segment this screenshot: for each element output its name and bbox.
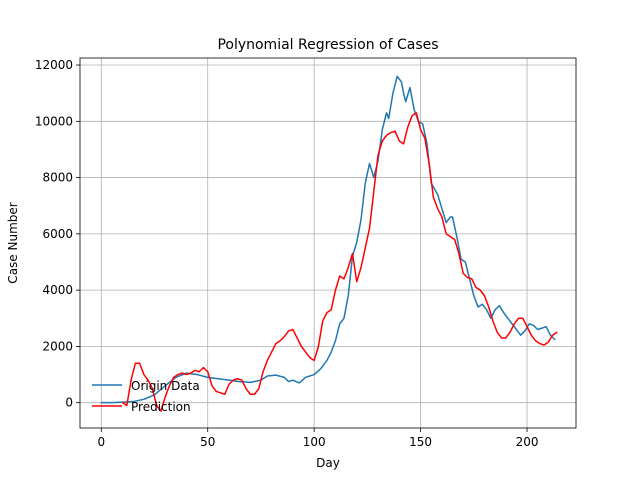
series-layer (100, 75, 558, 412)
y-tick-label: 8000 (42, 171, 73, 185)
y-axis-label: Case Number (6, 202, 20, 283)
y-tick-label: 6000 (42, 227, 73, 241)
legend: Origin Data Prediction (92, 379, 200, 414)
chart-title: Polynomial Regression of Cases (217, 37, 438, 53)
y-tick-label: 0 (65, 396, 73, 410)
series-line-prediction (121, 112, 558, 412)
y-tick-label: 4000 (42, 283, 73, 297)
y-tick-label: 2000 (42, 339, 73, 353)
x-axis-label: Day (316, 456, 340, 470)
legend-label: Prediction (131, 400, 191, 414)
y-tick-label: 10000 (35, 114, 73, 128)
x-tick-label: 200 (516, 435, 539, 449)
y-tick-label: 12000 (35, 58, 73, 72)
plot-area (80, 58, 576, 428)
x-tick-label: 0 (97, 435, 105, 449)
x-tick-label: 100 (303, 435, 326, 449)
grid (80, 58, 576, 428)
x-tick-label: 150 (409, 435, 432, 449)
legend-label: Origin Data (131, 379, 200, 393)
plot-frame (79, 57, 577, 429)
x-tick-label: 50 (200, 435, 215, 449)
